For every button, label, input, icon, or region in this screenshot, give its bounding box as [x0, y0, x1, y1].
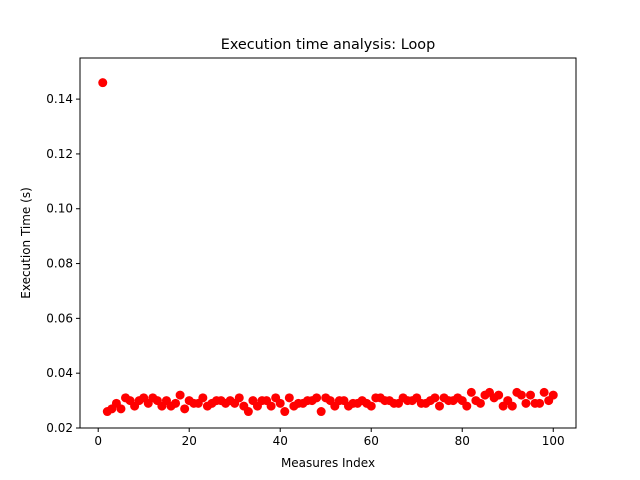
y-tick-label: 0.02 [46, 421, 73, 435]
y-tick-label: 0.12 [46, 147, 73, 161]
data-point [521, 398, 531, 408]
data-point [475, 398, 485, 408]
data-point [198, 393, 208, 403]
data-point [275, 398, 285, 408]
data-point [175, 390, 185, 400]
data-points [98, 78, 558, 417]
chart-title: Execution time analysis: Loop [221, 37, 435, 53]
data-point [466, 387, 476, 397]
data-point [316, 407, 326, 417]
x-tick-label: 60 [364, 434, 379, 448]
data-point [116, 404, 126, 414]
data-point [366, 401, 376, 411]
data-point [462, 401, 472, 411]
data-point [548, 390, 558, 400]
data-point [180, 404, 190, 414]
x-axis-label: Measures Index [281, 456, 375, 470]
y-tick-label: 0.14 [46, 92, 73, 106]
x-axis: 0 20 40 60 80 100 [94, 428, 565, 448]
y-tick-label: 0.08 [46, 257, 73, 271]
y-axis-label: Execution Time (s) [19, 187, 33, 299]
x-tick-label: 100 [542, 434, 565, 448]
data-point [171, 398, 181, 408]
data-point [434, 401, 444, 411]
x-tick-label: 0 [94, 434, 102, 448]
y-axis: 0.02 0.04 0.06 0.08 0.10 0.12 0.14 [46, 92, 80, 435]
y-tick-label: 0.10 [46, 202, 73, 216]
data-point [525, 390, 535, 400]
data-point [535, 398, 545, 408]
plot-frame [79, 57, 577, 429]
data-point [98, 78, 108, 88]
data-point [284, 393, 294, 403]
data-point [234, 393, 244, 403]
data-point [516, 390, 526, 400]
y-tick-label: 0.04 [46, 366, 73, 380]
data-point [243, 407, 253, 417]
data-point [266, 401, 276, 411]
x-tick-label: 20 [182, 434, 197, 448]
data-point [539, 387, 549, 397]
data-point [494, 390, 504, 400]
x-tick-label: 40 [273, 434, 288, 448]
data-point [430, 393, 440, 403]
y-tick-label: 0.06 [46, 311, 73, 325]
data-point [280, 407, 290, 417]
data-point [507, 401, 517, 411]
data-point [312, 393, 322, 403]
x-tick-label: 80 [455, 434, 470, 448]
